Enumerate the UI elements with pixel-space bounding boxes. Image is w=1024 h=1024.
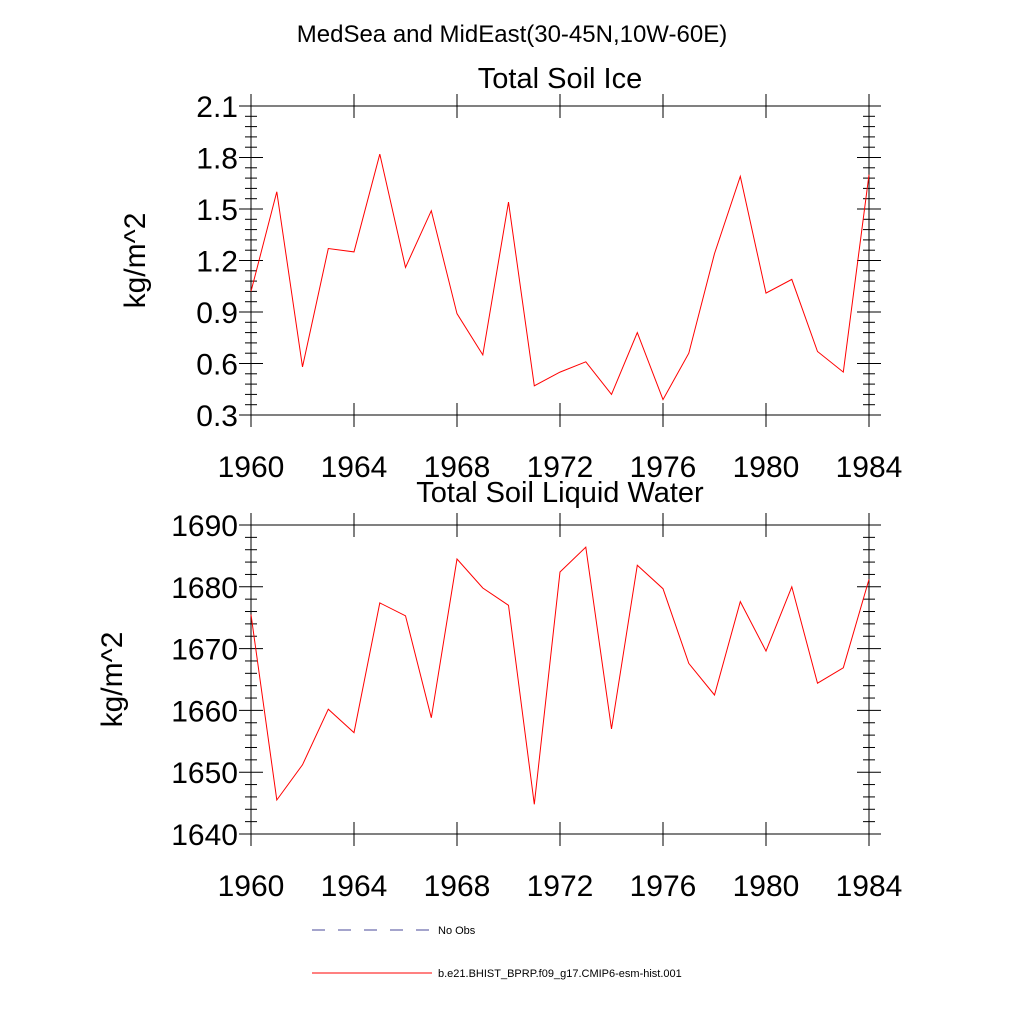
legend: No Obs b.e21.BHIST_BPRP.f09_g17.CMIP6-es…: [312, 925, 682, 980]
y-tick-label: 1.5: [196, 194, 238, 227]
y-tick-label: 0.6: [196, 349, 238, 382]
x-tick-label: 1964: [321, 451, 388, 484]
y-tick-label: 1.8: [196, 143, 238, 176]
y-tick-label: 1670: [171, 634, 238, 667]
x-tick-label: 1972: [527, 870, 594, 903]
chart-title: Total Soil Ice: [478, 63, 642, 95]
x-tick-label: 1976: [630, 451, 697, 484]
y-tick-label: 0.3: [196, 400, 238, 433]
y-tick-label: 1680: [171, 572, 238, 605]
plot-frame: [250, 105, 870, 416]
x-tick-label: 1964: [321, 870, 388, 903]
y-axis-label: kg/m^2: [119, 213, 152, 309]
x-tick-label: 1960: [218, 870, 285, 903]
x-tick-label: 1984: [836, 870, 903, 903]
x-tick-label: 1980: [733, 870, 800, 903]
x-tick-label: 1984: [836, 451, 903, 484]
x-tick-label: 1972: [527, 451, 594, 484]
y-tick-label: 0.9: [196, 297, 238, 330]
y-tick-label: 1.2: [196, 246, 238, 279]
panel-total-soil-ice: Total Soil Ice 0.3 0.6 0.9 1.2 1.5 1.8 2.1 1960 1…: [119, 63, 902, 484]
figure-title: MedSea and MidEast(30-45N,10W-60E): [297, 21, 727, 48]
x-tick-label: 1968: [424, 451, 491, 484]
x-tick-label: 1960: [218, 451, 285, 484]
y-tick-label: 1650: [171, 757, 238, 790]
y-axis-label: kg/m^2: [96, 632, 129, 728]
y-tick-label: 1690: [171, 510, 238, 543]
x-tick-label: 1980: [733, 451, 800, 484]
legend-label-no-obs: No Obs: [438, 925, 476, 937]
legend-label-model-run: b.e21.BHIST_BPRP.f09_g17.CMIP6-esm-hist.…: [438, 968, 682, 980]
chart-title: Total Soil Liquid Water: [416, 477, 704, 509]
x-tick-label: 1976: [630, 870, 697, 903]
y-tick-label: 1640: [171, 819, 238, 852]
y-tick-label: 2.1: [196, 91, 238, 124]
series-line: [250, 546, 870, 805]
series-line: [250, 153, 870, 401]
x-tick-label: 1968: [424, 870, 491, 903]
y-tick-label: 1660: [171, 695, 238, 728]
panel-total-soil-liquid-water: Total Soil Liquid Water 1640 1650 1660 1670 1…: [96, 477, 902, 903]
